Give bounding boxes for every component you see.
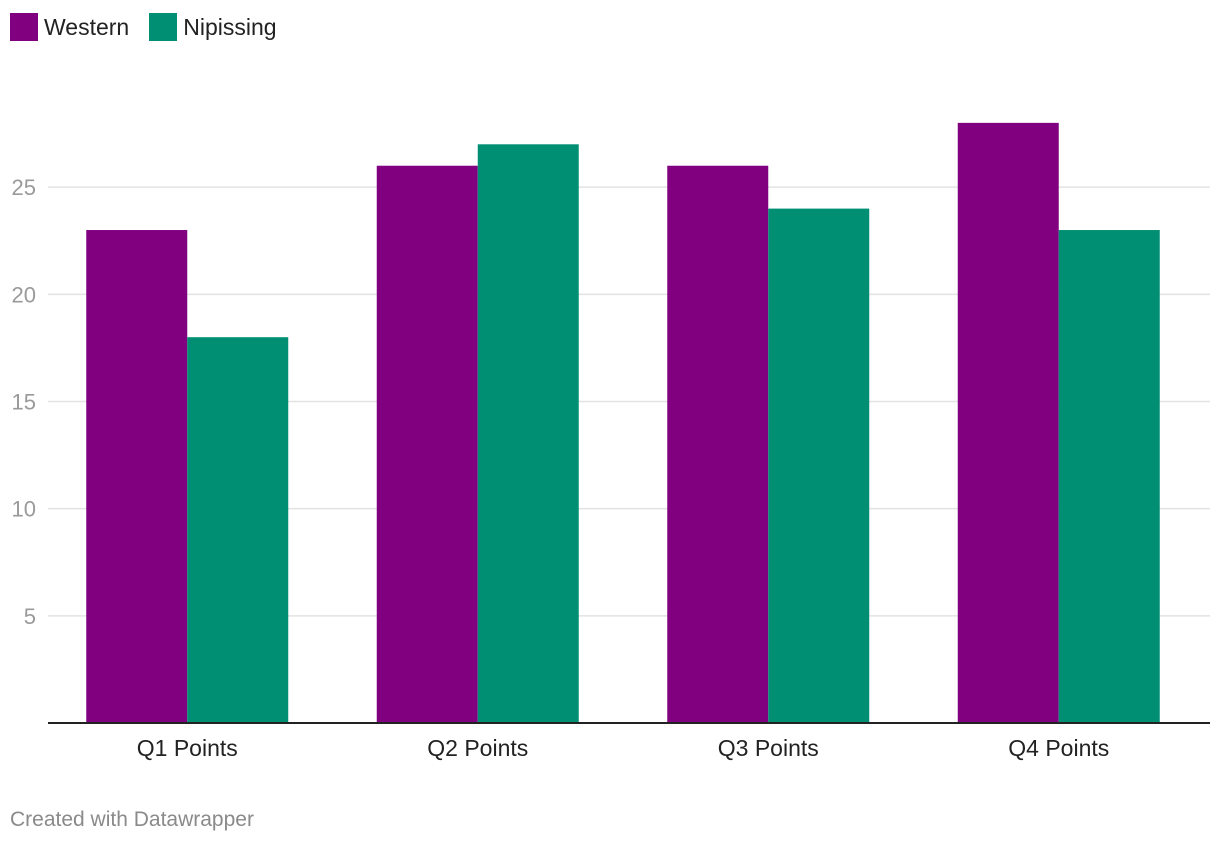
credit-text: Created with Datawrapper bbox=[10, 808, 254, 831]
x-tick-label: Q4 Points bbox=[1008, 735, 1109, 761]
x-tick-label: Q1 Points bbox=[137, 735, 238, 761]
y-tick-label: 25 bbox=[12, 175, 36, 200]
y-tick-label: 10 bbox=[12, 497, 36, 522]
bar-nipissing-q3 bbox=[768, 208, 870, 724]
legend-swatch-nipissing bbox=[149, 13, 178, 41]
legend-label-nipissing: Nipissing bbox=[183, 13, 277, 40]
y-tick-label: 15 bbox=[12, 390, 36, 415]
legend-label-western: Western bbox=[44, 13, 130, 40]
bar-western-q1 bbox=[86, 230, 188, 724]
bar-western-q4 bbox=[957, 122, 1059, 723]
legend-item-nipissing: Nipissing bbox=[149, 13, 277, 41]
y-tick-label: 5 bbox=[24, 604, 36, 629]
bar-nipissing-q4 bbox=[1058, 230, 1160, 724]
x-tick-label: Q2 Points bbox=[427, 735, 528, 761]
legend-item-western: Western bbox=[10, 13, 129, 41]
bar-nipissing-q2 bbox=[477, 144, 579, 724]
x-tick-label: Q3 Points bbox=[718, 735, 819, 761]
y-tick-label: 20 bbox=[12, 282, 36, 307]
bar-western-q2 bbox=[376, 165, 478, 723]
legend: Western Nipissing bbox=[10, 13, 297, 41]
bar-nipissing-q1 bbox=[187, 337, 289, 723]
bar-western-q3 bbox=[667, 165, 769, 723]
bar-chart: 5 10 15 20 25 Q1 Points Q2 Points Q3 Points Q4 P… bbox=[12, 122, 1210, 761]
legend-swatch-western bbox=[10, 13, 38, 41]
